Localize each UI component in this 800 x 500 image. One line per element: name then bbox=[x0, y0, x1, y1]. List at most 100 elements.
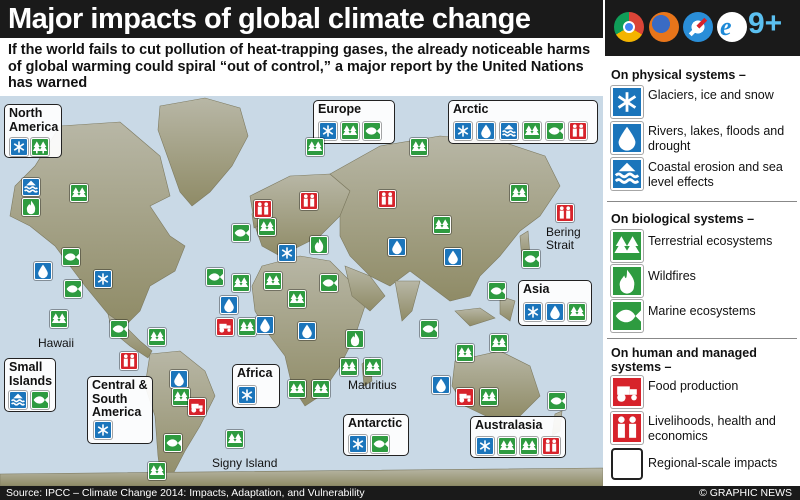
terrestrial-icon bbox=[148, 462, 166, 480]
food-production-icon bbox=[611, 376, 643, 408]
marine-icon bbox=[64, 280, 82, 298]
wildfires-icon bbox=[310, 236, 328, 254]
legend-divider bbox=[607, 338, 797, 339]
wildfires-icon bbox=[611, 265, 643, 297]
terrestrial-icon bbox=[510, 184, 528, 202]
terrestrial-icon bbox=[480, 388, 498, 406]
rivers-icon bbox=[388, 238, 406, 256]
terrestrial-icon bbox=[238, 318, 256, 336]
rivers-icon bbox=[256, 316, 274, 334]
food-production-icon bbox=[216, 318, 234, 336]
legend-label: Wildfires bbox=[648, 269, 696, 283]
marine-icon bbox=[31, 391, 49, 409]
chrome-icon bbox=[614, 12, 644, 42]
terrestrial-icon bbox=[433, 216, 451, 234]
rivers-icon bbox=[444, 248, 462, 266]
terrestrial-icon bbox=[498, 437, 516, 455]
page-subtitle: If the world fails to cut pollution of h… bbox=[8, 42, 591, 91]
livelihoods-icon bbox=[120, 352, 138, 370]
rivers-icon bbox=[546, 303, 564, 321]
rivers-icon bbox=[611, 122, 643, 154]
marine-icon bbox=[546, 122, 564, 140]
marine-icon bbox=[420, 320, 438, 338]
livelihoods-icon bbox=[556, 204, 574, 222]
terrestrial-icon bbox=[264, 272, 282, 290]
region-box-australasia: Australasia bbox=[470, 416, 566, 458]
terrestrial-icon bbox=[340, 358, 358, 376]
glaciers-icon bbox=[454, 122, 472, 140]
legend-label: Livelihoods, health and economics bbox=[648, 414, 776, 443]
marine-icon bbox=[320, 274, 338, 292]
region-label: Antarctic bbox=[348, 416, 403, 430]
terrestrial-icon bbox=[288, 290, 306, 308]
place-label-mauritius: Mauritius bbox=[348, 378, 397, 392]
rivers-icon bbox=[34, 262, 52, 280]
legend-divider bbox=[607, 201, 797, 202]
food-production-icon bbox=[456, 388, 474, 406]
marine-icon bbox=[206, 268, 224, 286]
legend-label: Marine ecosystems bbox=[648, 304, 756, 318]
terrestrial-icon bbox=[148, 328, 166, 346]
legend-label: Glaciers, ice and snow bbox=[648, 88, 774, 102]
source-text: Source: IPCC – Climate Change 2014: Impa… bbox=[6, 487, 365, 499]
marine-icon bbox=[232, 224, 250, 242]
region-box-antarctic: Antarctic bbox=[343, 414, 409, 456]
terrestrial-icon bbox=[523, 122, 541, 140]
place-label-signy-island: Signy Island bbox=[212, 456, 278, 470]
glaciers-icon bbox=[94, 421, 112, 439]
rivers-icon bbox=[220, 296, 238, 314]
title-bar: Major impacts of global climate change bbox=[0, 0, 603, 38]
coastal-icon bbox=[611, 158, 643, 190]
marine-icon bbox=[363, 122, 381, 140]
region-box-north-america: North America bbox=[4, 104, 62, 158]
region-label: Asia bbox=[523, 282, 550, 296]
coastal-icon bbox=[500, 122, 518, 140]
region-box-arctic: Arctic bbox=[448, 100, 598, 144]
credit-text: © GRAPHIC NEWS bbox=[699, 487, 792, 499]
legend-label: Regional-scale impacts bbox=[648, 456, 778, 470]
region-label: Arctic bbox=[453, 102, 489, 116]
food-production-icon bbox=[188, 398, 206, 416]
region-label: Africa bbox=[237, 366, 273, 380]
terrestrial-icon bbox=[568, 303, 586, 321]
rivers-icon bbox=[170, 370, 188, 388]
regional-box-icon bbox=[611, 448, 643, 480]
livelihoods-icon bbox=[611, 412, 643, 444]
marine-icon bbox=[522, 250, 540, 268]
marine-icon bbox=[110, 320, 128, 338]
browser-version-label: 9+ bbox=[748, 7, 783, 40]
glaciers-icon bbox=[319, 122, 337, 140]
region-box-europe: Europe bbox=[313, 100, 395, 144]
rivers-icon bbox=[477, 122, 495, 140]
glaciers-icon bbox=[238, 386, 256, 404]
region-label: Europe bbox=[318, 102, 362, 116]
coastal-icon bbox=[9, 391, 27, 409]
legend-label: Rivers, lakes, floods and drought bbox=[648, 124, 785, 153]
marine-icon bbox=[611, 300, 643, 332]
glaciers-icon bbox=[349, 435, 367, 453]
region-label: Small Islands bbox=[9, 360, 53, 388]
region-box-asia: Asia bbox=[518, 280, 592, 326]
marine-icon bbox=[488, 282, 506, 300]
livelihoods-icon bbox=[569, 122, 587, 140]
terrestrial-icon bbox=[288, 380, 306, 398]
wildfires-icon bbox=[22, 198, 40, 216]
internet-explorer-icon: e bbox=[717, 12, 747, 42]
region-label: Central & South America bbox=[92, 378, 148, 419]
region-box-central-south-america: Central & South America bbox=[87, 376, 153, 444]
region-box-small-islands: Small Islands bbox=[4, 358, 56, 412]
region-label: North America bbox=[9, 106, 59, 134]
marine-icon bbox=[371, 435, 389, 453]
glaciers-icon bbox=[611, 86, 643, 118]
legend-label: Food production bbox=[648, 379, 739, 393]
terrestrial-icon bbox=[306, 138, 324, 156]
terrestrial-icon bbox=[226, 430, 244, 448]
terrestrial-icon bbox=[611, 230, 643, 262]
marine-icon bbox=[164, 434, 182, 452]
page-title: Major impacts of global climate change bbox=[8, 3, 531, 35]
footer-bar: Source: IPCC – Climate Change 2014: Impa… bbox=[0, 486, 800, 500]
place-label-bering-strait: Bering Strait bbox=[546, 225, 581, 252]
legend-physical-heading: On physical systems – bbox=[611, 68, 746, 82]
terrestrial-icon bbox=[258, 218, 276, 236]
legend-label: Coastal erosion and sea level effects bbox=[648, 160, 783, 189]
